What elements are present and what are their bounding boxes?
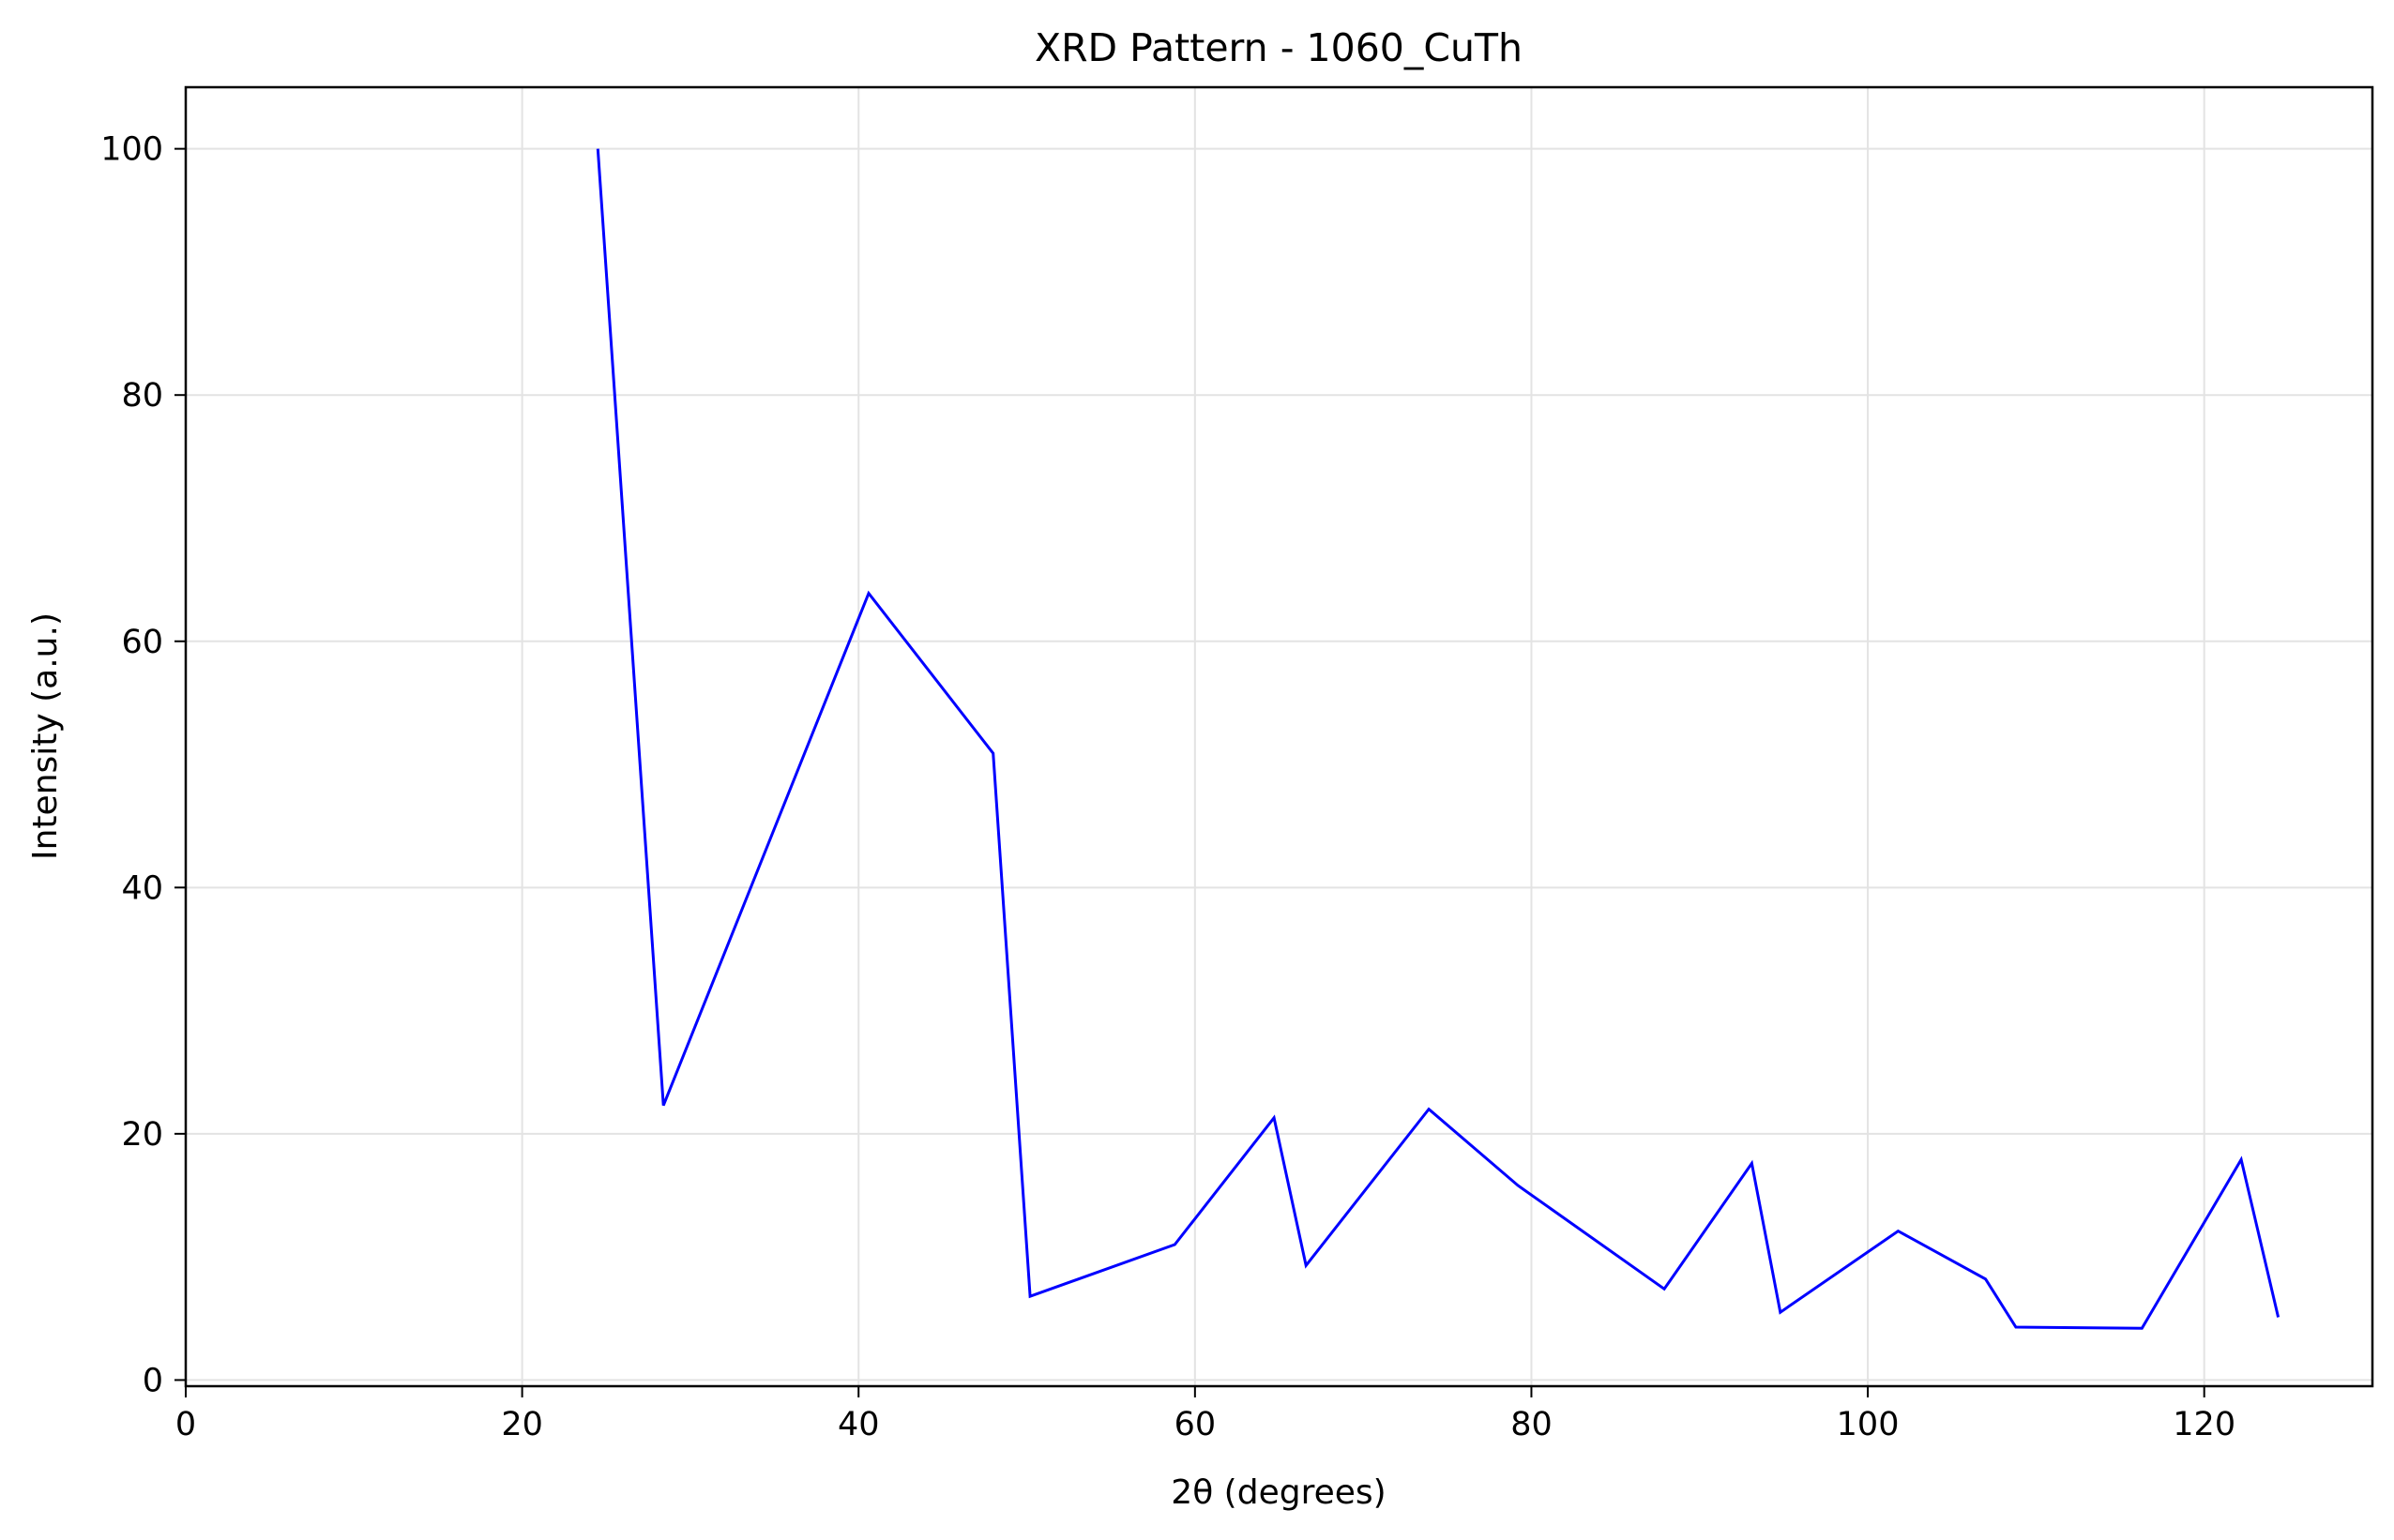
chart-title: XRD Pattern - 1060_CuTh — [1035, 25, 1523, 70]
y-axis-label: Intensity (a.u.) — [26, 612, 65, 860]
y-axis-ticks: 0 20 40 60 80 100 — [100, 131, 186, 1399]
y-tick-label: 20 — [121, 1116, 163, 1154]
x-tick-label: 40 — [838, 1406, 880, 1443]
y-tick-label: 80 — [121, 377, 163, 415]
y-tick-label: 60 — [121, 624, 163, 661]
x-tick-label: 60 — [1174, 1406, 1217, 1443]
x-tick-label: 120 — [2173, 1406, 2235, 1443]
y-tick-label: 0 — [143, 1362, 163, 1399]
series-layer — [596, 148, 2280, 1330]
y-tick-label: 40 — [121, 869, 163, 907]
grid-lines — [185, 87, 2372, 1386]
y-tick-label: 100 — [100, 131, 163, 169]
x-tick-label: 20 — [501, 1406, 543, 1443]
x-tick-label: 80 — [1510, 1406, 1553, 1443]
x-axis-label: 2θ (degrees) — [1171, 1473, 1386, 1512]
x-axis-ticks: 0 20 40 60 80 100 120 — [175, 1386, 2235, 1443]
x-tick-label: 100 — [1837, 1406, 1900, 1443]
series-line — [596, 148, 2280, 1330]
x-tick-label: 0 — [175, 1406, 196, 1443]
plot-area-frame — [184, 85, 2374, 1388]
